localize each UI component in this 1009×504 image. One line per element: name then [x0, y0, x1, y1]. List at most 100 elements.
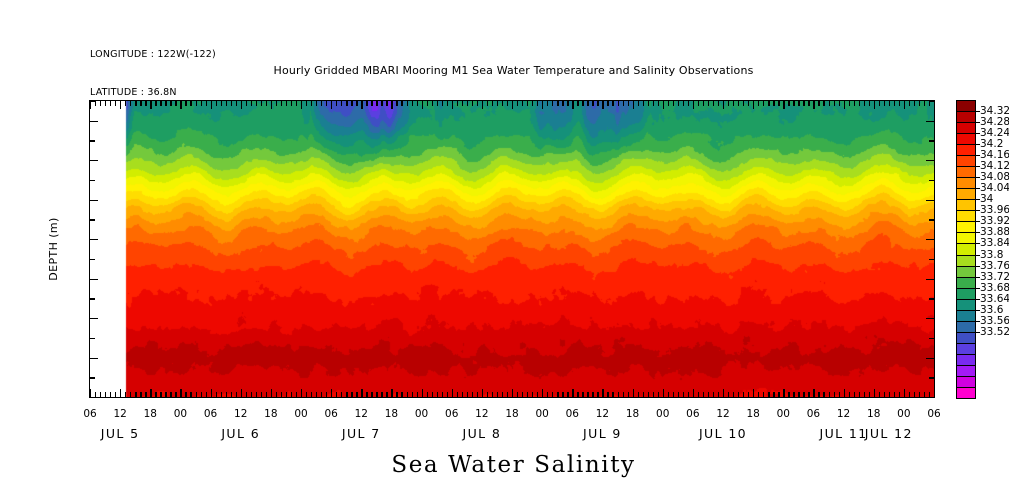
x-axis-day-label: JUL 6 — [221, 426, 261, 441]
x-tick-top — [356, 101, 358, 106]
x-tick-minor — [697, 392, 700, 397]
x-tick-minor — [250, 392, 253, 397]
x-tick-minor — [371, 392, 373, 397]
x-tick-minor — [441, 392, 443, 397]
x-tick-major — [813, 389, 815, 397]
x-tick-top — [401, 101, 403, 106]
x-tick-minor — [321, 392, 323, 397]
x-axis-day-label: JUL 7 — [341, 426, 381, 441]
y-tick-major — [90, 120, 98, 123]
x-tick-minor — [220, 392, 222, 397]
x-tick-top — [110, 101, 112, 106]
colorbar-tick — [976, 166, 980, 168]
x-axis-hour-label: 18 — [505, 408, 519, 420]
x-axis-hour-label: 00 — [535, 408, 549, 420]
x-tick-minor — [295, 392, 298, 397]
x-tick-top — [828, 101, 830, 106]
x-tick-minor — [552, 392, 554, 397]
x-tick-minor — [858, 392, 860, 397]
x-tick-minor — [381, 392, 383, 397]
x-tick-major — [301, 389, 303, 397]
x-tick-top — [306, 101, 308, 106]
x-axis-hour-label: 18 — [746, 408, 760, 420]
x-tick-top — [421, 101, 423, 109]
x-tick-top — [923, 101, 926, 106]
x-tick-top — [622, 101, 624, 106]
x-tick-top — [547, 101, 549, 106]
x-tick-top — [778, 101, 780, 106]
colorbar-tick — [976, 320, 980, 322]
colorbar-tick-label: 34.08 — [980, 171, 1009, 184]
x-tick-minor — [170, 392, 172, 397]
x-tick-minor — [411, 392, 413, 397]
y-tick-right — [929, 337, 934, 340]
colorbar-tick — [976, 111, 980, 113]
x-axis-hour-label: 00 — [294, 408, 308, 420]
x-tick-top — [723, 101, 725, 109]
x-tick-top — [476, 101, 479, 106]
x-tick-top — [185, 101, 187, 106]
x-tick-minor — [160, 392, 162, 397]
x-tick-minor — [868, 392, 870, 397]
x-tick-top — [346, 101, 348, 106]
x-tick-minor — [140, 392, 142, 397]
y-tick-major — [90, 318, 98, 320]
x-tick-top — [255, 101, 258, 106]
x-tick-major — [120, 389, 122, 397]
x-tick-top — [602, 101, 604, 109]
colorbar-tick — [976, 221, 980, 223]
x-tick-minor — [607, 392, 609, 397]
x-tick-minor — [275, 392, 278, 397]
x-tick-major — [180, 389, 182, 397]
x-tick-top — [712, 101, 715, 106]
x-tick-minor — [597, 392, 599, 397]
x-tick-minor — [577, 392, 579, 397]
x-axis-hour-label: 06 — [445, 408, 459, 420]
x-tick-top — [441, 101, 443, 106]
x-tick-top — [391, 101, 393, 109]
colorbar-tick — [976, 254, 980, 256]
x-tick-minor — [833, 392, 835, 397]
x-tick-top — [863, 101, 865, 106]
x-tick-minor — [105, 392, 107, 397]
x-axis-hour-label: 06 — [83, 408, 97, 420]
x-tick-minor — [175, 392, 177, 397]
x-tick-top — [672, 101, 675, 106]
x-tick-top — [175, 101, 177, 106]
x-tick-top — [687, 101, 690, 106]
x-tick-top — [788, 101, 790, 106]
x-tick-top — [90, 101, 92, 109]
x-tick-minor — [848, 392, 850, 397]
x-tick-minor — [838, 392, 840, 397]
y-tick-minor — [90, 337, 95, 340]
x-tick-top — [537, 101, 539, 106]
x-axis-day-label: JUL 8 — [462, 426, 502, 441]
x-tick-minor — [748, 392, 750, 397]
x-tick-major — [391, 389, 393, 397]
x-tick-minor — [733, 392, 735, 397]
x-tick-top — [316, 101, 318, 106]
colorbar-tick-label: 33.76 — [980, 259, 1009, 272]
x-tick-minor — [190, 392, 192, 397]
y-tick-minor — [90, 258, 95, 261]
x-tick-minor — [888, 392, 891, 397]
x-tick-minor — [768, 392, 770, 397]
colorbar-tick-label: 33.92 — [980, 215, 1009, 228]
x-tick-top — [481, 101, 484, 109]
x-axis-hour-label: 12 — [595, 408, 610, 420]
x-tick-top — [707, 101, 710, 106]
x-tick-top — [597, 101, 599, 106]
y-tick-right — [929, 258, 934, 261]
x-tick-top — [682, 101, 685, 106]
x-tick-top — [517, 101, 519, 106]
x-tick-minor — [863, 392, 865, 397]
x-tick-top — [486, 101, 489, 106]
x-tick-minor — [622, 392, 624, 397]
y-tick-minor — [90, 179, 95, 182]
x-tick-minor — [396, 392, 398, 397]
x-tick-top — [838, 101, 840, 106]
x-tick-minor — [260, 392, 263, 397]
x-tick-top — [220, 101, 222, 106]
y-tick-minor — [90, 219, 95, 221]
x-tick-top — [657, 101, 659, 106]
